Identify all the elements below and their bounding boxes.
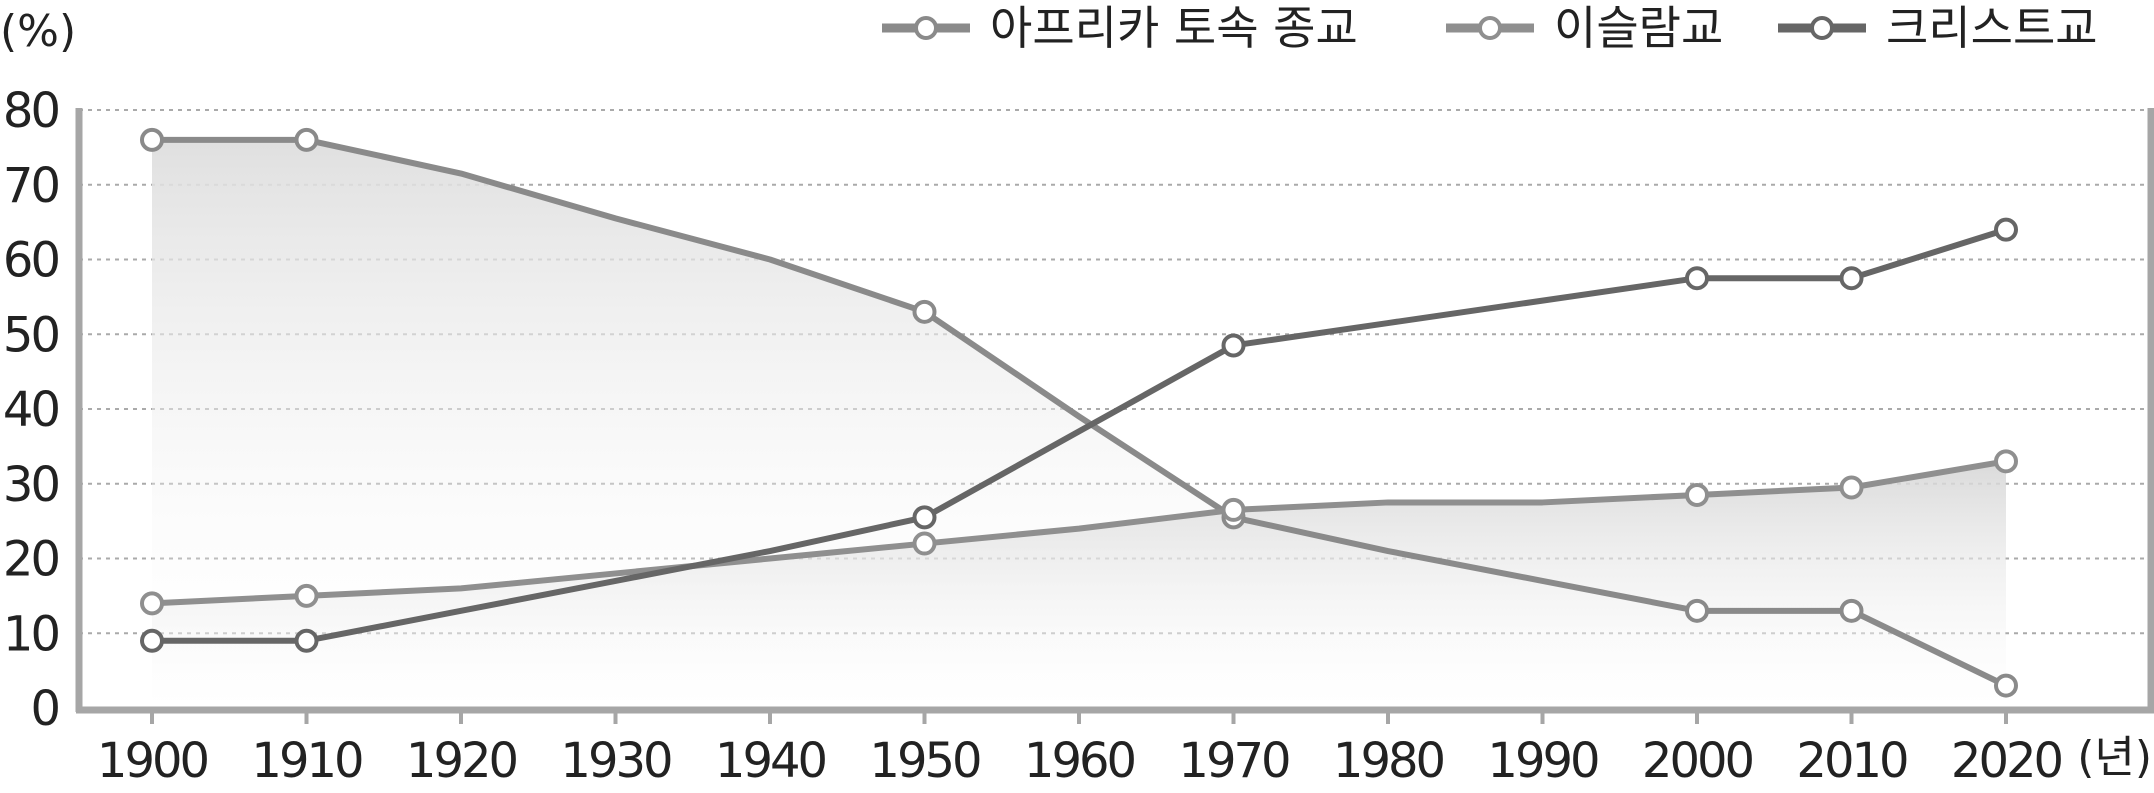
legend-item-islam: 이슬람교 [1446, 1, 1723, 55]
point-islam-1970 [1221, 497, 1246, 522]
x-tick-label-1910: 1910 [251, 733, 362, 789]
legend-marker-african-traditional [914, 16, 938, 40]
point-african-traditional-1910 [294, 127, 319, 152]
point-christianity-2010 [1839, 266, 1864, 291]
legend: 아프리카 토속 종교 이슬람교 크리스트교 [882, 1, 2098, 55]
point-christianity-2000 [1685, 266, 1709, 291]
x-tick-label-1940: 1940 [715, 733, 826, 789]
point-islam-2010 [1839, 475, 1864, 500]
point-islam-2020 [1994, 449, 2018, 474]
legend-marker-islam [1478, 16, 1502, 40]
legend-label-christianity: 크리스트교 [1886, 1, 2098, 55]
area-fills [152, 139, 2006, 708]
point-christianity-1910 [294, 628, 319, 653]
x-tick-labels: 1900 1910 1920 1930 1940 1950 1960 1970 1980 1990… [97, 733, 2065, 789]
x-tick-label-2000: 2000 [1642, 733, 1753, 789]
x-tick-label-1960: 1960 [1024, 733, 1135, 789]
x-tick-label-1920: 1920 [406, 733, 517, 789]
y-tick-label-50: 50 [3, 307, 59, 363]
x-tick-label-2010: 2010 [1796, 733, 1907, 789]
y-tick-label-30: 30 [3, 457, 59, 513]
y-tick-labels: 0 10 20 30 40 50 60 70 80 [3, 83, 62, 737]
y-tick-label-10: 10 [3, 606, 59, 662]
point-christianity-1970 [1221, 333, 1246, 358]
point-islam-2000 [1685, 482, 1709, 507]
point-african-traditional-1950 [912, 299, 937, 324]
point-christianity-2020 [1994, 217, 2018, 242]
legend-label-african-traditional: 아프리카 토속 종교 [990, 1, 1358, 55]
area-fill-african-traditional [152, 139, 2006, 708]
x-tick-label-1950: 1950 [869, 733, 980, 789]
x-tick-marks [150, 710, 2008, 724]
y-tick-label-20: 20 [3, 532, 59, 588]
legend-label-islam: 이슬람교 [1554, 1, 1723, 55]
point-islam-1900 [140, 591, 164, 616]
legend-item-african-traditional: 아프리카 토속 종교 [882, 1, 1358, 55]
legend-item-christianity: 크리스트교 [1778, 1, 2098, 55]
y-tick-label-40: 40 [3, 382, 59, 438]
point-islam-1950 [912, 531, 937, 556]
y-axis-unit-label: (%) [0, 6, 76, 57]
point-christianity-1900 [140, 628, 164, 653]
x-tick-label-1900: 1900 [97, 733, 208, 789]
point-christianity-1950 [912, 505, 937, 530]
y-tick-label-70: 70 [3, 158, 59, 214]
x-tick-label-1930: 1930 [560, 733, 671, 789]
x-tick-label-1980: 1980 [1333, 733, 1444, 789]
point-african-traditional-2000 [1685, 598, 1709, 623]
x-tick-label-2020: 2020 [1951, 733, 2062, 789]
y-tick-label-60: 60 [3, 233, 59, 289]
point-islam-1910 [294, 583, 319, 608]
point-african-traditional-1900 [140, 127, 164, 152]
x-tick-label-1990: 1990 [1487, 733, 1598, 789]
point-african-traditional-2010 [1839, 598, 1864, 623]
y-tick-label-0: 0 [30, 681, 58, 737]
series-markers [140, 127, 2018, 698]
axes [75, 108, 2154, 714]
x-tick-label-1970: 1970 [1178, 733, 1289, 789]
x-axis-unit-label: (년) [2077, 732, 2152, 783]
legend-marker-christianity [1810, 16, 1834, 40]
point-african-traditional-2020 [1994, 673, 2018, 698]
area-fill-islam [152, 461, 2006, 708]
y-tick-label-80: 80 [3, 83, 59, 139]
